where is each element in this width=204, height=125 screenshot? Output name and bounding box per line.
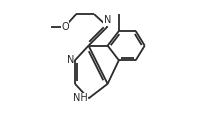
Text: N: N (104, 15, 111, 25)
Text: NH: NH (73, 94, 87, 104)
Text: N: N (67, 55, 74, 65)
Text: O: O (61, 22, 69, 32)
